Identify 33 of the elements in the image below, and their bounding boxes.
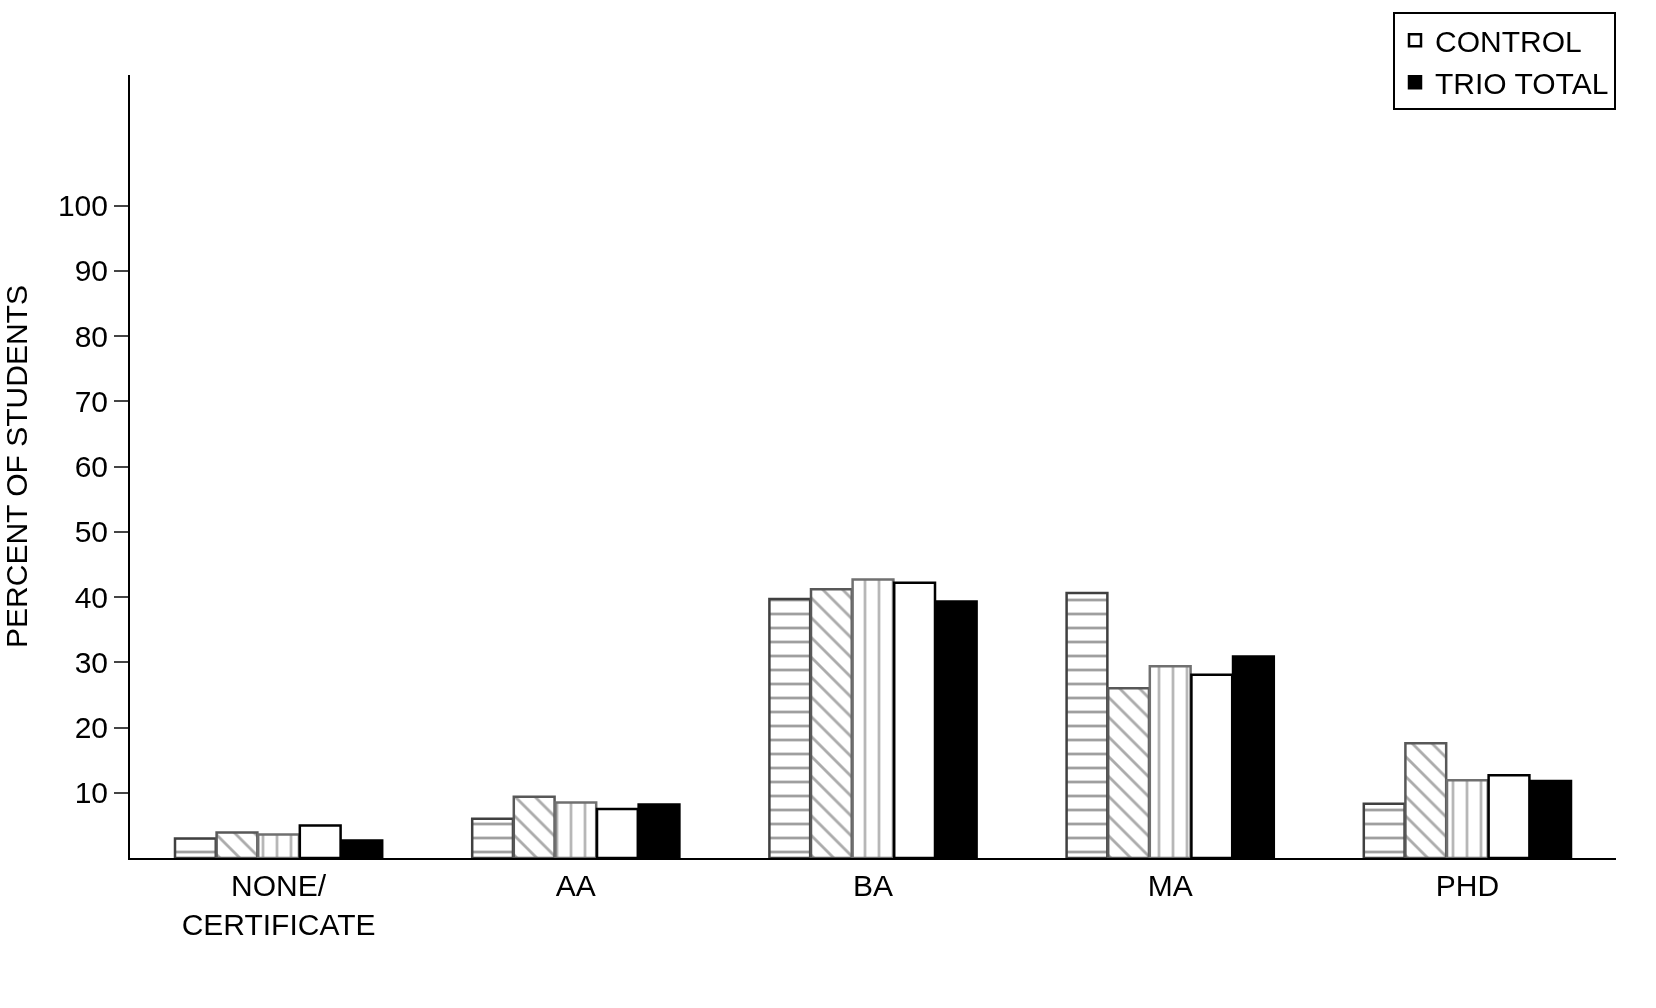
y-tick-label: 60 — [74, 450, 108, 483]
bar — [554, 801, 598, 858]
bar — [1362, 802, 1406, 858]
bar — [851, 578, 895, 858]
y-tick-label: 70 — [74, 384, 108, 418]
bar — [1065, 591, 1109, 858]
y-tick-label: 40 — [74, 580, 108, 614]
y-tick-label: 20 — [74, 711, 108, 744]
bar — [768, 597, 812, 858]
bar — [1445, 779, 1490, 858]
bar — [1404, 741, 1448, 858]
y-tick-label: 10 — [74, 776, 108, 810]
x-tick-label: MA — [1147, 869, 1193, 902]
legend-label: TRIO TOTAL — [1435, 67, 1609, 101]
bar — [809, 587, 854, 858]
y-tick-label: 30 — [74, 645, 108, 679]
bar — [1148, 664, 1192, 858]
x-tick-label: AA — [555, 869, 596, 902]
y-tick-label: 90 — [74, 254, 108, 288]
y-tick-label: 100 — [57, 189, 108, 222]
bar — [1106, 687, 1151, 858]
y-tick-label: 50 — [74, 515, 108, 549]
bar — [173, 837, 218, 858]
y-tick-label: 80 — [74, 319, 108, 353]
legend-label: CONTROL — [1435, 25, 1582, 59]
x-tick-label: BA — [852, 869, 894, 902]
y-axis-title: PERCENT OF STUDENTS — [0, 285, 33, 648]
bar — [470, 817, 515, 858]
bar — [215, 831, 259, 858]
bar — [512, 795, 556, 858]
bar — [256, 833, 301, 858]
x-tick-label: PHD — [1435, 869, 1500, 902]
x-tick-label: NONE/ CERTIFICATE — [181, 869, 376, 941]
